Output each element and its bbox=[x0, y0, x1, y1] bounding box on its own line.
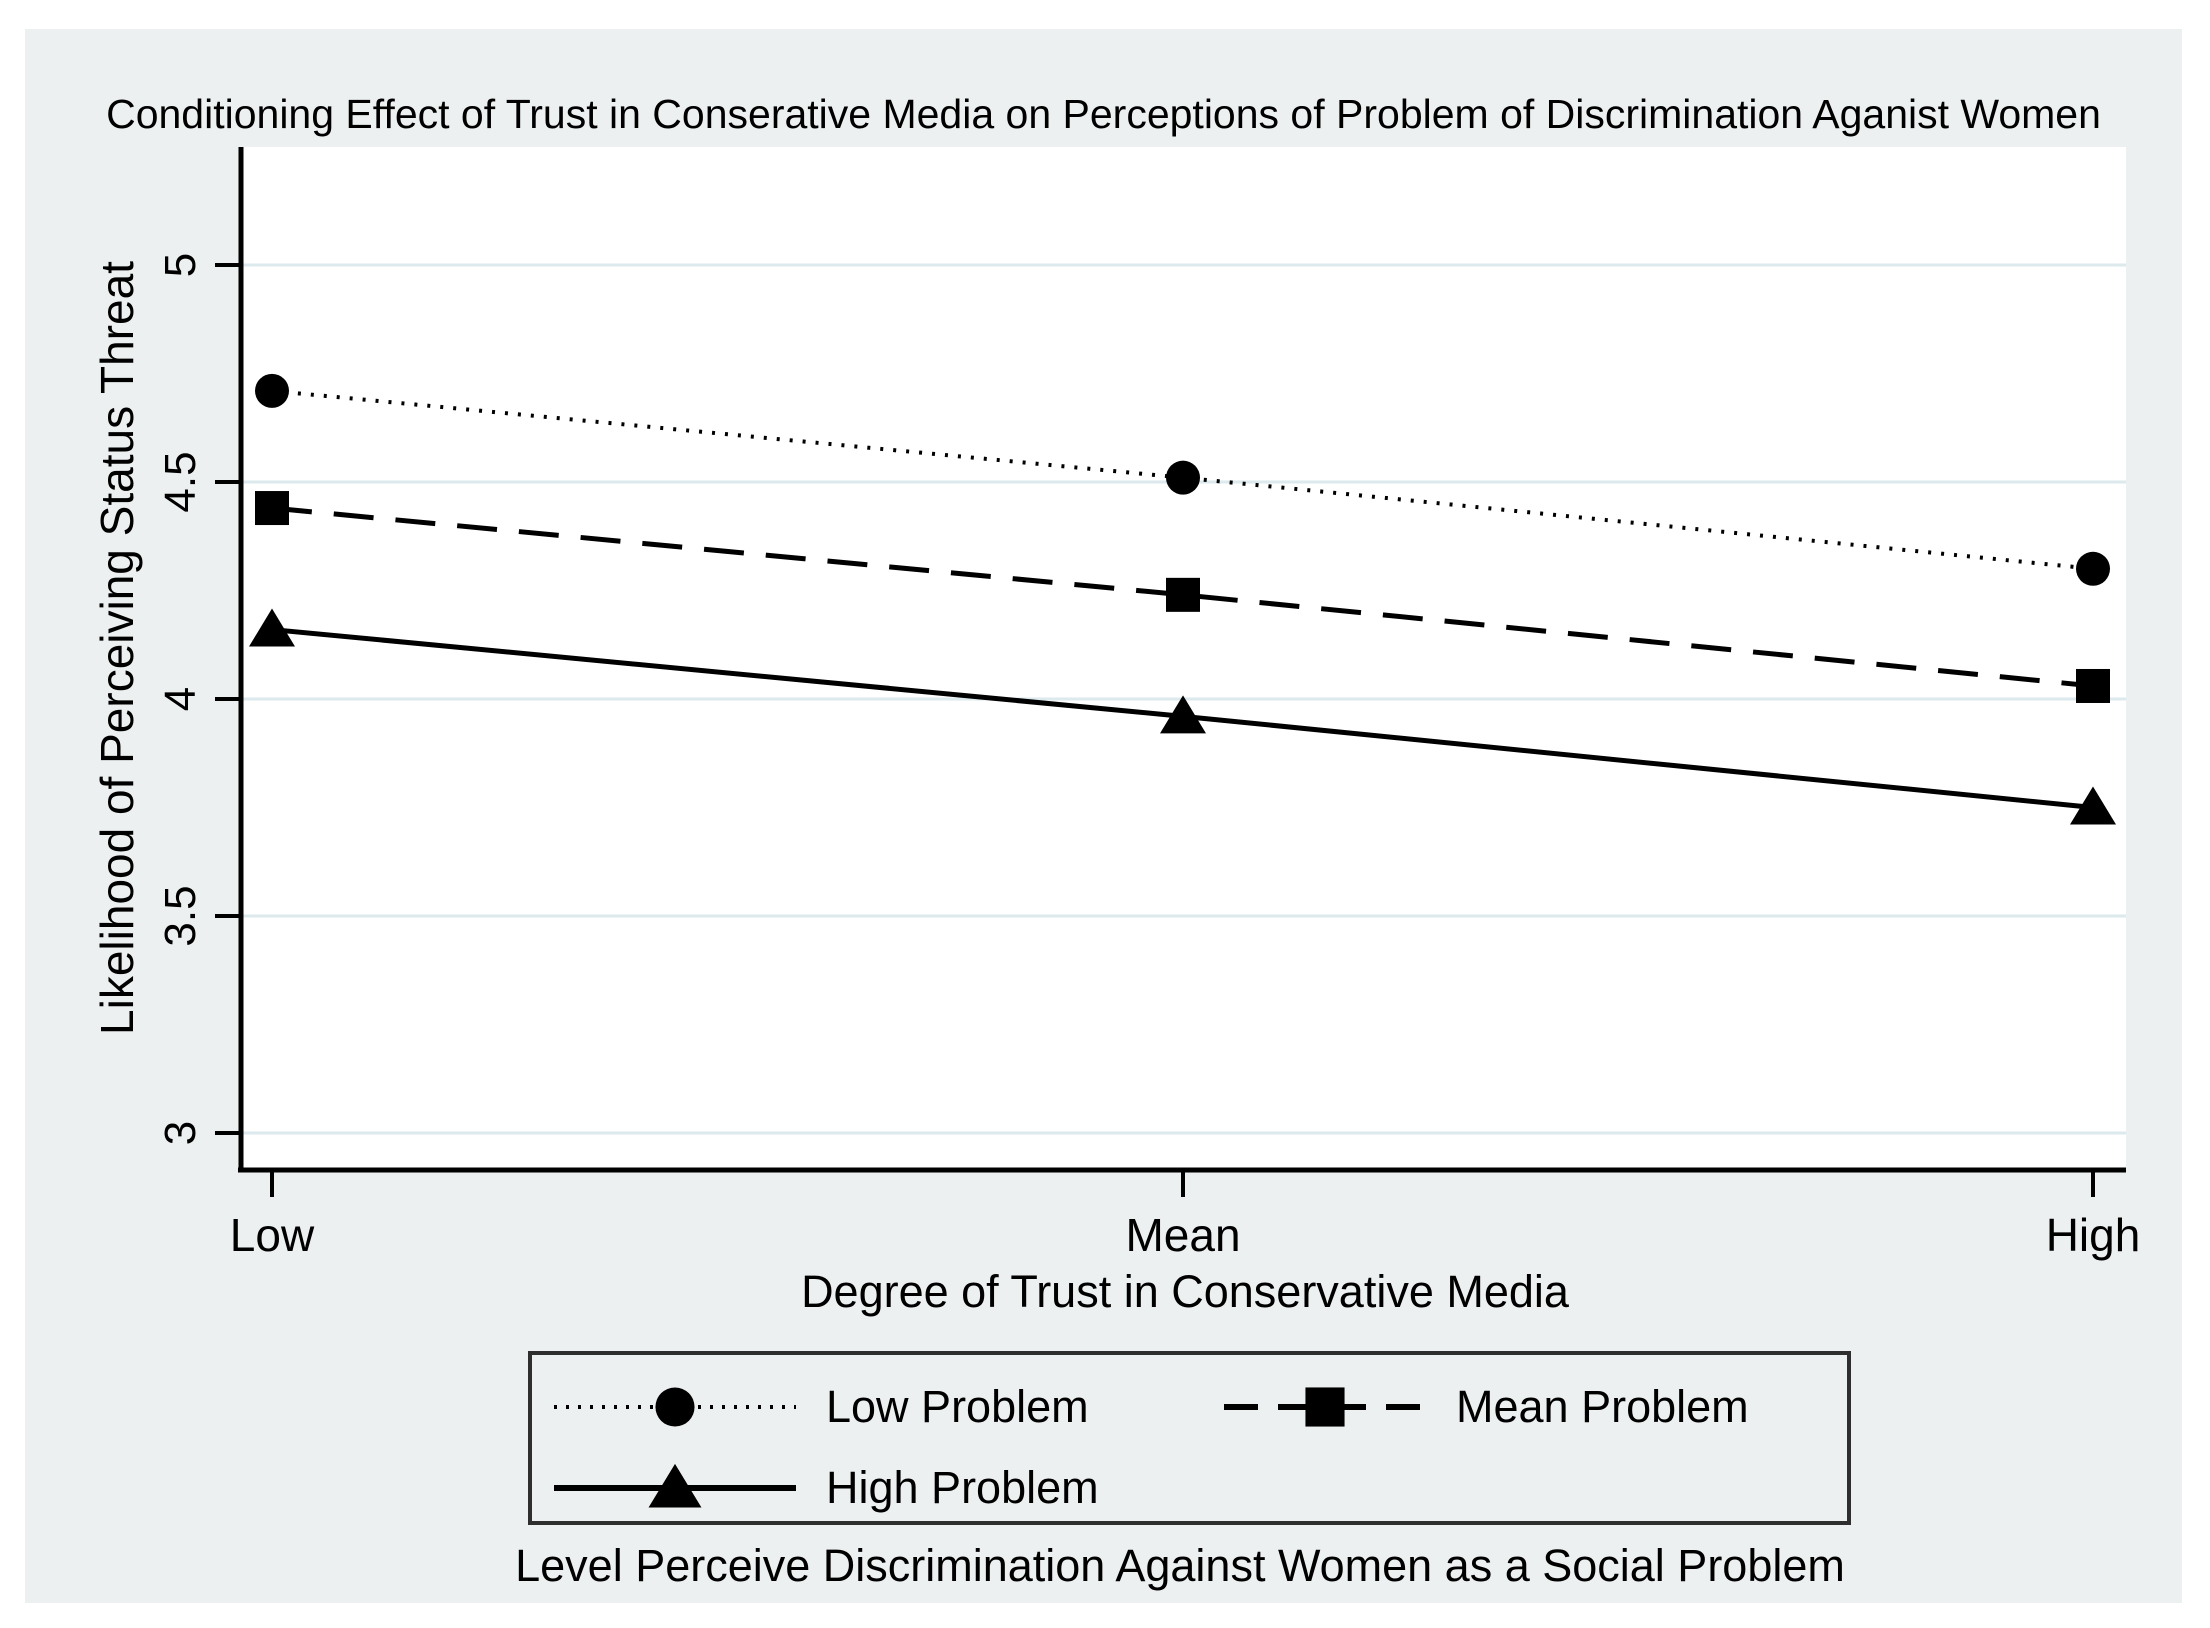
legend-note: Level Perceive Discrimination Against Wo… bbox=[515, 1540, 1845, 1591]
series-marker-low-problem bbox=[255, 373, 289, 408]
dotted-line-circle-marker-icon bbox=[554, 1387, 796, 1427]
series-marker-high-problem bbox=[1160, 695, 1206, 734]
y-tick-label: 4 bbox=[156, 686, 205, 712]
legend-label: Low Problem bbox=[826, 1381, 1089, 1432]
y-tick-label: 3 bbox=[156, 1120, 205, 1146]
chart-title: Conditioning Effect of Trust in Conserat… bbox=[106, 91, 2101, 137]
x-tick-label: Low bbox=[229, 1209, 315, 1261]
solid-line-triangle-marker-icon bbox=[554, 1463, 796, 1508]
legend-sample-marker bbox=[1305, 1387, 1345, 1427]
legend-entry-mean-problem: Mean Problem bbox=[1220, 1375, 1749, 1439]
series-marker-mean-problem bbox=[2076, 668, 2110, 703]
x-axis-title: Degree of Trust in Conservative Media bbox=[801, 1266, 1569, 1317]
series-marker-high-problem bbox=[249, 608, 295, 647]
series-marker-low-problem bbox=[1166, 460, 1200, 495]
x-tick-label: High bbox=[2045, 1209, 2141, 1261]
legend-entry-low-problem: Low Problem bbox=[550, 1375, 1089, 1439]
legend: Low Problem Mean Problem High Problem bbox=[528, 1351, 1851, 1525]
legend-sample-marker bbox=[655, 1387, 695, 1427]
series-line-mean-problem bbox=[271, 505, 2094, 689]
y-axis-title: Likelihood of Perceiving Status Threat bbox=[91, 261, 143, 1035]
series-marker-mean-problem bbox=[1166, 577, 1200, 612]
series-marker-low-problem bbox=[2076, 551, 2110, 586]
legend-label: High Problem bbox=[826, 1462, 1099, 1513]
y-tick-label: 5 bbox=[156, 252, 205, 278]
series-marker-mean-problem bbox=[255, 491, 289, 526]
y-tick-label: 3.5 bbox=[156, 885, 205, 947]
dashed-line-square-marker-icon bbox=[1224, 1387, 1426, 1427]
series-marker-high-problem bbox=[2070, 786, 2116, 825]
legend-label: Mean Problem bbox=[1456, 1381, 1749, 1432]
legend-entry-high-problem: High Problem bbox=[550, 1456, 1099, 1520]
x-tick-label: Mean bbox=[1125, 1209, 1241, 1261]
y-tick-label: 4.5 bbox=[156, 451, 205, 513]
legend-sample-marker bbox=[648, 1463, 702, 1508]
